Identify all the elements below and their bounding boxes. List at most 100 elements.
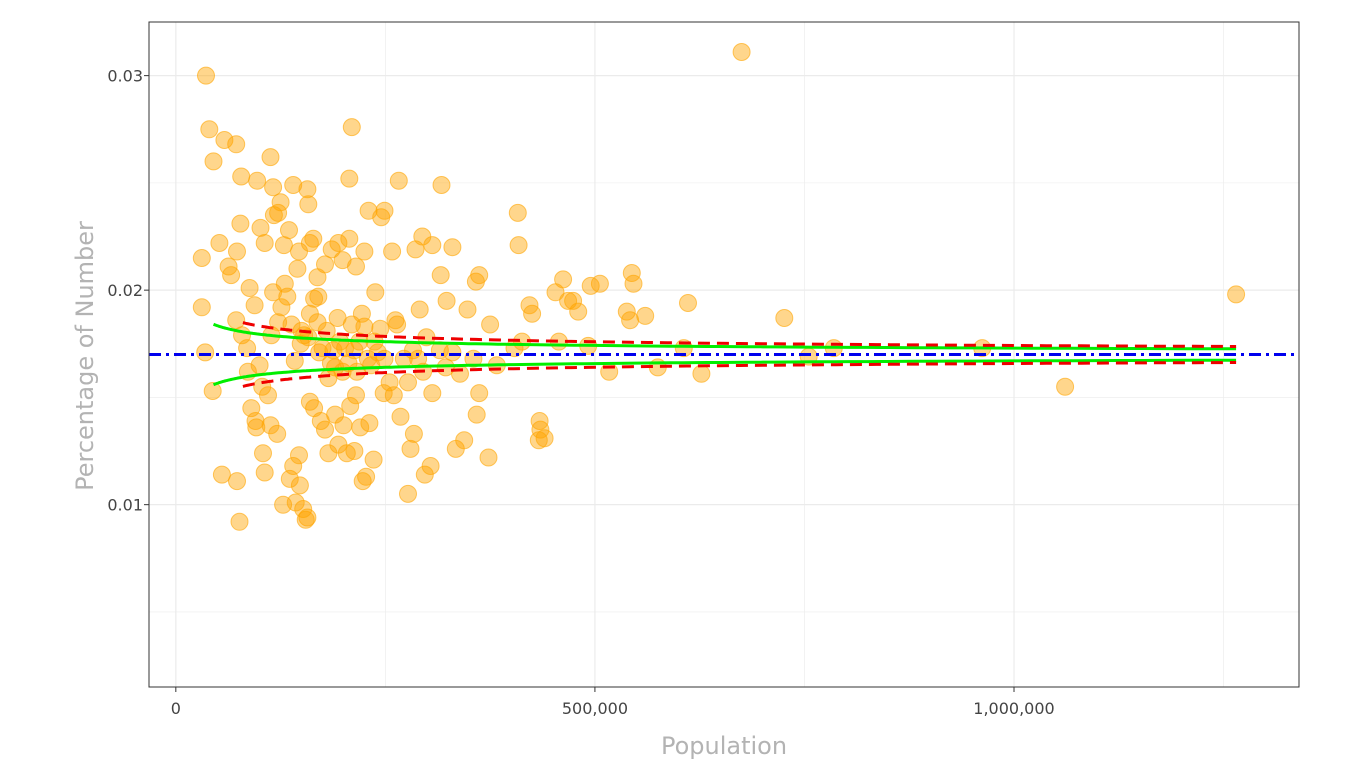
data-point bbox=[341, 397, 360, 415]
data-point bbox=[554, 270, 573, 289]
x-axis-ticks: 0 500,000 1,000,000 bbox=[171, 687, 1055, 718]
data-point bbox=[309, 287, 328, 306]
data-point bbox=[458, 300, 477, 319]
inner-lower-limit-line bbox=[212, 358, 1237, 387]
data-point bbox=[340, 229, 359, 248]
data-point bbox=[212, 465, 231, 484]
data-point bbox=[432, 176, 451, 194]
y-tick-label: 0.03 bbox=[107, 67, 143, 86]
data-point bbox=[360, 414, 379, 433]
data-point bbox=[481, 315, 500, 334]
data-point bbox=[509, 236, 528, 255]
panel-border bbox=[148, 21, 1300, 688]
outer-lower-limit-line bbox=[242, 361, 1237, 388]
data-point bbox=[342, 118, 361, 137]
data-point bbox=[451, 364, 469, 383]
data-point bbox=[329, 234, 348, 252]
data-point bbox=[355, 242, 374, 261]
data-point bbox=[248, 171, 267, 190]
data-point bbox=[437, 291, 456, 310]
data-point bbox=[386, 311, 405, 330]
data-point bbox=[624, 274, 643, 293]
data-point bbox=[254, 444, 272, 463]
data-point bbox=[222, 266, 241, 285]
data-point bbox=[389, 171, 408, 190]
data-point bbox=[268, 424, 287, 443]
data-point bbox=[284, 176, 303, 194]
data-point bbox=[523, 304, 542, 323]
data-point bbox=[401, 439, 420, 458]
data-point bbox=[196, 343, 215, 362]
data-point bbox=[261, 148, 280, 167]
data-point bbox=[355, 317, 374, 336]
data-point bbox=[564, 291, 583, 310]
y-tick-label: 0.01 bbox=[107, 496, 143, 515]
scatter-points bbox=[192, 43, 1246, 531]
gridlines bbox=[149, 22, 1299, 687]
data-point bbox=[340, 169, 359, 188]
data-point bbox=[531, 420, 550, 439]
data-point bbox=[391, 407, 410, 426]
data-point bbox=[269, 203, 288, 222]
data-point bbox=[255, 234, 274, 252]
data-point bbox=[192, 298, 211, 317]
data-point bbox=[535, 429, 554, 448]
x-axis-title: Population bbox=[661, 732, 787, 760]
data-point bbox=[374, 384, 393, 403]
data-point bbox=[251, 218, 270, 237]
data-point bbox=[431, 266, 450, 285]
data-point bbox=[285, 351, 304, 370]
data-point bbox=[200, 120, 219, 139]
data-point bbox=[275, 274, 294, 293]
data-point bbox=[508, 203, 527, 222]
data-point bbox=[288, 259, 307, 278]
data-point bbox=[298, 180, 317, 199]
data-point bbox=[399, 484, 417, 503]
data-point bbox=[228, 472, 246, 491]
plot-marks bbox=[149, 43, 1299, 531]
data-point bbox=[197, 66, 215, 85]
outer-upper-limit-line bbox=[242, 321, 1237, 348]
data-point bbox=[404, 424, 423, 443]
data-point bbox=[231, 214, 250, 233]
data-point bbox=[290, 476, 309, 495]
data-point bbox=[246, 412, 265, 430]
data-point bbox=[423, 236, 442, 255]
y-axis-title: Percentage of Number bbox=[71, 221, 99, 491]
data-point bbox=[304, 229, 323, 248]
data-point bbox=[569, 302, 588, 321]
data-point bbox=[290, 446, 308, 465]
data-point bbox=[316, 255, 334, 274]
data-point bbox=[415, 465, 434, 484]
data-point bbox=[1227, 285, 1246, 304]
data-point bbox=[375, 349, 394, 368]
data-point bbox=[215, 131, 234, 149]
data-point bbox=[247, 418, 266, 437]
data-point bbox=[294, 500, 313, 518]
data-point bbox=[421, 457, 440, 475]
data-point bbox=[364, 450, 383, 469]
data-point bbox=[621, 311, 640, 330]
data-point bbox=[250, 356, 269, 375]
inner-upper-limit-line bbox=[212, 322, 1237, 351]
data-point bbox=[732, 43, 751, 61]
data-point bbox=[692, 364, 711, 383]
data-point bbox=[347, 257, 365, 276]
data-point bbox=[274, 236, 293, 255]
y-tick-label: 0.02 bbox=[107, 281, 143, 300]
data-point bbox=[443, 238, 462, 257]
data-point bbox=[230, 512, 249, 531]
data-point bbox=[679, 294, 697, 312]
data-point bbox=[423, 384, 442, 403]
data-point bbox=[232, 167, 251, 186]
data-point bbox=[443, 343, 462, 362]
data-point bbox=[272, 298, 291, 317]
x-tick-label: 1,000,000 bbox=[973, 699, 1054, 718]
data-point bbox=[399, 373, 417, 392]
data-point bbox=[479, 448, 498, 467]
data-point bbox=[590, 274, 609, 293]
data-point bbox=[269, 313, 288, 332]
data-point bbox=[240, 279, 259, 297]
data-point bbox=[280, 221, 298, 240]
